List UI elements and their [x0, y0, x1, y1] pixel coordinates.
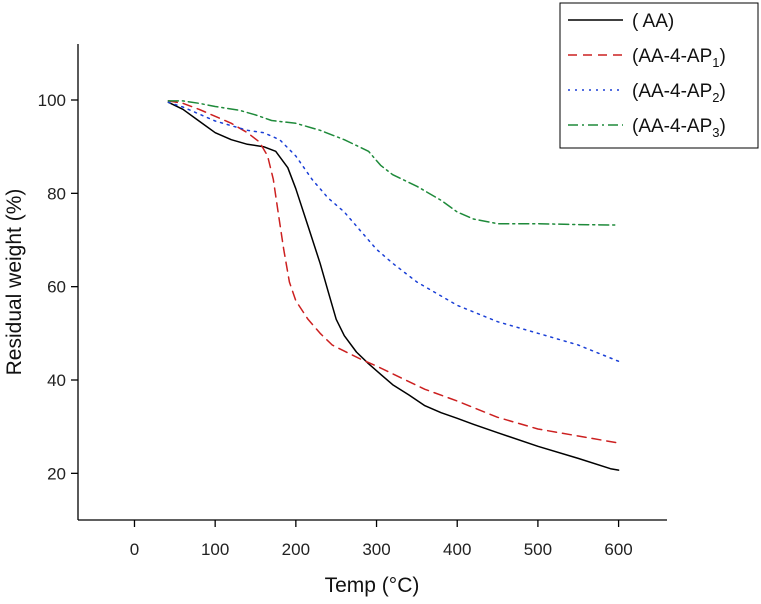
- series-line-4: [167, 100, 620, 226]
- x-tick-label: 200: [282, 540, 310, 559]
- x-tick-label: 300: [362, 540, 390, 559]
- legend-label-close-paren: ): [719, 81, 725, 102]
- legend-box: [559, 2, 759, 149]
- y-axis-title: Residual weight (%): [3, 189, 26, 376]
- y-tick-label: 100: [38, 91, 66, 110]
- x-tick-label: 100: [201, 540, 229, 559]
- x-axis-title: Temp (°C): [325, 574, 420, 597]
- y-tick-label: 80: [47, 184, 66, 203]
- legend-label-4: (AA-4-AP3): [632, 116, 726, 140]
- series-lines: [167, 100, 620, 471]
- y-tick-label: 60: [47, 278, 66, 297]
- legend-label-subscript: 3: [712, 125, 719, 140]
- series-line-1: [167, 101, 620, 471]
- series-line-2: [167, 100, 620, 444]
- legend-label-main: (AA-4-AP: [632, 46, 712, 67]
- legend-label-close-paren: ): [719, 46, 725, 67]
- legend-label-2: (AA-4-AP1): [632, 46, 726, 70]
- legend-label-1: ( AA): [632, 11, 674, 32]
- y-axis-ticks: 20 40 60 80 100: [38, 91, 78, 483]
- series-line-3: [167, 101, 620, 363]
- legend-label-subscript: 2: [712, 90, 719, 105]
- legend-label-main: (AA-4-AP: [632, 116, 712, 137]
- y-tick-label: 20: [47, 464, 66, 483]
- legend-label-3: (AA-4-AP2): [632, 81, 726, 105]
- legend-label-close-paren: ): [719, 116, 725, 137]
- legend-label-main: ( AA): [632, 11, 674, 32]
- y-tick-label: 40: [47, 371, 66, 390]
- legend-label-main: (AA-4-AP: [632, 81, 712, 102]
- legend: ( AA)(AA-4-AP1)(AA-4-AP2)(AA-4-AP3): [559, 2, 759, 149]
- x-tick-label: 500: [524, 540, 552, 559]
- x-axis-ticks: 0 100 200 300 400 500 600: [130, 520, 633, 559]
- x-tick-label: 0: [130, 540, 139, 559]
- x-tick-label: 400: [443, 540, 471, 559]
- legend-label-subscript: 1: [712, 55, 719, 70]
- x-tick-label: 600: [604, 540, 632, 559]
